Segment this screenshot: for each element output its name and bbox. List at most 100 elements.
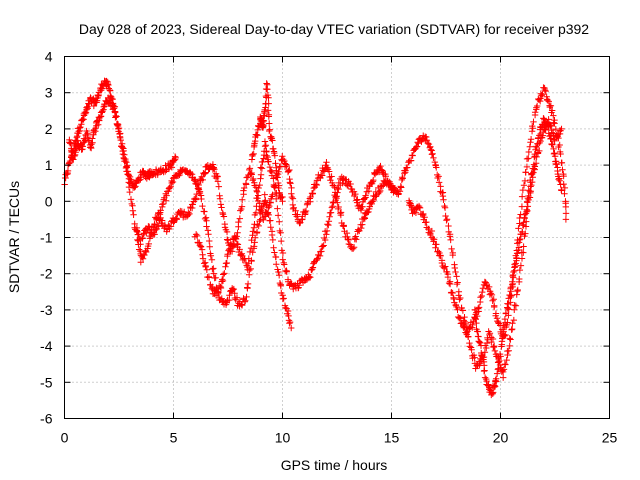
axis-ticks (64, 56, 610, 419)
data-point (307, 274, 314, 281)
data-point (82, 109, 90, 116)
data-point (447, 236, 454, 244)
data-point (441, 264, 448, 272)
data-point (527, 135, 535, 143)
data-point (265, 158, 272, 165)
data-point (500, 328, 507, 335)
data-point (279, 249, 287, 257)
data-point (132, 183, 139, 190)
data-point (513, 255, 520, 262)
data-point (185, 209, 192, 216)
data-point (250, 224, 258, 231)
data-point (520, 182, 528, 189)
data-point (309, 190, 317, 197)
data-point (238, 301, 245, 308)
data-point (423, 133, 430, 141)
data-point (492, 375, 500, 383)
data-point (162, 197, 170, 204)
data-point (446, 233, 454, 240)
data-point (526, 143, 534, 150)
data-point (278, 156, 285, 163)
data-point (203, 217, 210, 224)
data-point (472, 315, 479, 323)
data-point (223, 236, 231, 243)
data-point (255, 222, 262, 230)
data-point (252, 184, 260, 191)
series-trace-4 (191, 138, 397, 299)
data-point (313, 255, 321, 263)
data-point (529, 125, 536, 132)
data-point (435, 179, 443, 186)
data-point (542, 87, 550, 95)
data-point (445, 279, 453, 287)
data-point (242, 181, 250, 188)
data-point (398, 184, 405, 191)
data-point (448, 289, 455, 296)
data-point (186, 210, 193, 218)
data-point (413, 143, 421, 150)
data-point (312, 181, 320, 188)
data-point (198, 246, 206, 253)
data-point (263, 86, 271, 93)
data-point (321, 236, 329, 244)
data-point (439, 192, 447, 200)
data-point (282, 304, 289, 311)
data-point (83, 104, 90, 111)
data-point (548, 107, 556, 114)
data-point (265, 113, 273, 120)
data-point (557, 181, 564, 188)
data-point (330, 198, 337, 206)
data-point (485, 381, 492, 388)
data-point (495, 365, 502, 372)
data-point (533, 102, 541, 110)
data-point (258, 203, 265, 211)
data-point (296, 282, 303, 289)
data-point (257, 164, 264, 171)
data-point (125, 183, 133, 191)
data-point (479, 288, 486, 296)
data-point (514, 250, 521, 257)
data-point (214, 288, 222, 296)
data-point (518, 193, 526, 200)
data-point (286, 320, 293, 327)
data-point (127, 196, 135, 203)
data-point (327, 209, 335, 216)
y-tick-label: 3 (45, 85, 53, 101)
data-point (116, 134, 124, 142)
data-point (280, 295, 287, 302)
data-point (427, 146, 435, 153)
data-point (221, 270, 228, 277)
data-point (525, 148, 533, 156)
data-point (272, 160, 279, 167)
data-point (493, 370, 501, 377)
data-point (516, 236, 523, 244)
data-point (189, 201, 196, 208)
data-point (217, 201, 225, 208)
data-point (536, 132, 543, 139)
data-point (297, 219, 304, 226)
data-point (148, 229, 155, 236)
data-point (499, 367, 506, 374)
data-point (489, 335, 497, 343)
data-point (481, 349, 489, 356)
data-point (331, 183, 338, 191)
data-point (193, 190, 200, 198)
data-point (488, 338, 495, 346)
data-point (378, 183, 386, 190)
data-point (328, 204, 336, 211)
data-point (335, 185, 342, 193)
data-point (340, 222, 347, 229)
data-point (201, 208, 208, 215)
data-point (453, 303, 460, 311)
x-tick-label: 0 (61, 430, 69, 446)
data-point (359, 221, 366, 228)
data-point (210, 270, 217, 277)
data-point (469, 321, 476, 329)
data-point (206, 237, 213, 245)
data-point (172, 154, 179, 162)
data-point (249, 228, 257, 235)
data-point (488, 291, 496, 299)
data-point (489, 297, 496, 304)
data-point (376, 188, 383, 196)
data-point (112, 114, 119, 121)
